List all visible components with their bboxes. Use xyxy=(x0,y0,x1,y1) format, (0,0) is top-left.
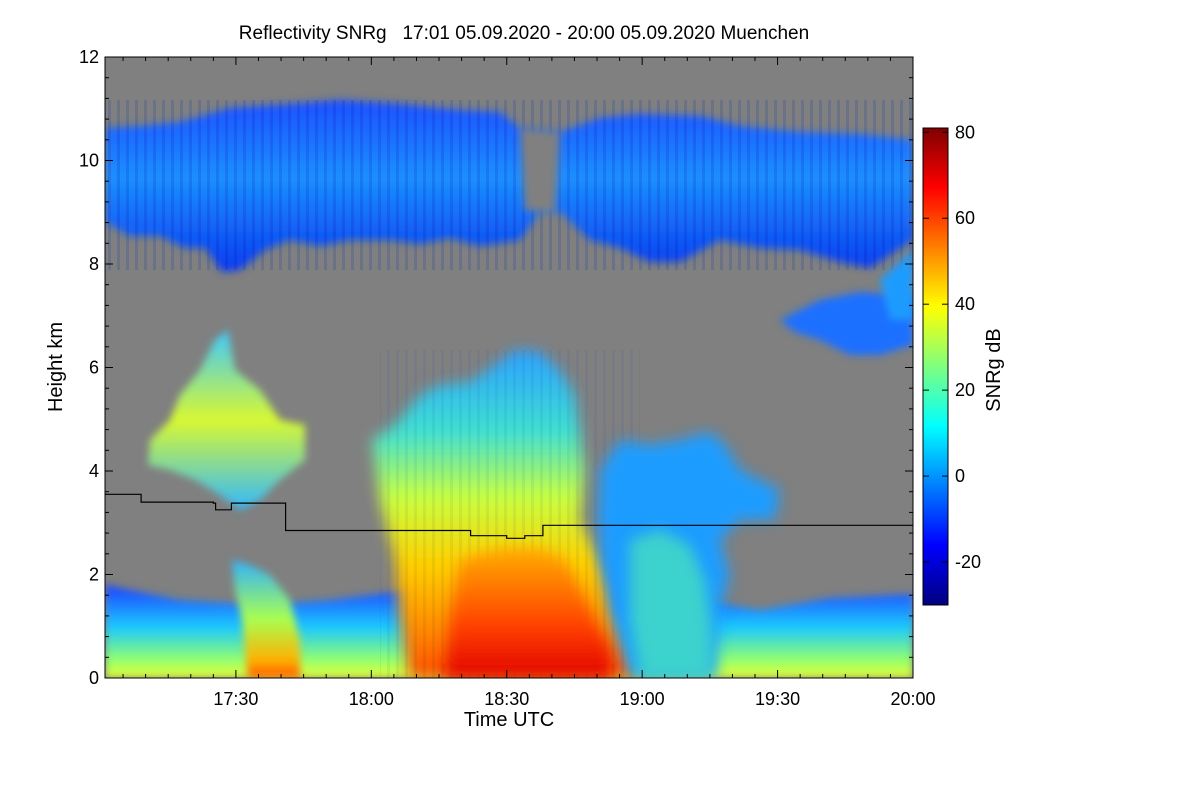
x-axis-label: Time UTC xyxy=(464,709,554,731)
y-tick-label: 8 xyxy=(89,254,99,274)
y-tick-label: 10 xyxy=(79,151,99,171)
cell-west xyxy=(148,330,305,510)
y-tick-label: 0 xyxy=(89,668,99,688)
x-tick-label: 18:00 xyxy=(349,689,394,709)
y-tick-label: 6 xyxy=(89,358,99,378)
lower-cirrus-east xyxy=(780,292,913,355)
colorbar-tick-label: 80 xyxy=(955,122,975,142)
x-tick-label: 18:30 xyxy=(484,689,529,709)
colorbar xyxy=(922,127,949,606)
echo-field xyxy=(105,100,913,678)
colorbar-tick-label: 0 xyxy=(955,466,965,486)
x-tick-label: 20:00 xyxy=(890,689,935,709)
y-tick-label: 2 xyxy=(89,565,99,585)
rain-shaft-1730 xyxy=(232,560,300,678)
colorbar-tick-label: 20 xyxy=(955,380,975,400)
y-tick-label: 12 xyxy=(79,47,99,67)
colorbar-tick-label: 40 xyxy=(955,294,975,314)
x-tick-label: 19:30 xyxy=(755,689,800,709)
colorbar-tick-label: 60 xyxy=(955,208,975,228)
colorbar-label: SNRg dB xyxy=(983,328,1005,411)
x-tick-label: 19:00 xyxy=(620,689,665,709)
y-axis-label: Height km xyxy=(45,322,67,412)
cirrus-layer xyxy=(105,100,913,355)
core-rain xyxy=(445,548,612,678)
y-tick-label: 4 xyxy=(89,461,99,481)
melting-layer-line xyxy=(105,493,913,539)
x-tick-label: 17:30 xyxy=(213,689,258,709)
chart-title: Reflectivity SNRg 17:01 05.09.2020 - 20:… xyxy=(239,23,809,44)
colorbar-tick-label: -20 xyxy=(955,552,981,572)
